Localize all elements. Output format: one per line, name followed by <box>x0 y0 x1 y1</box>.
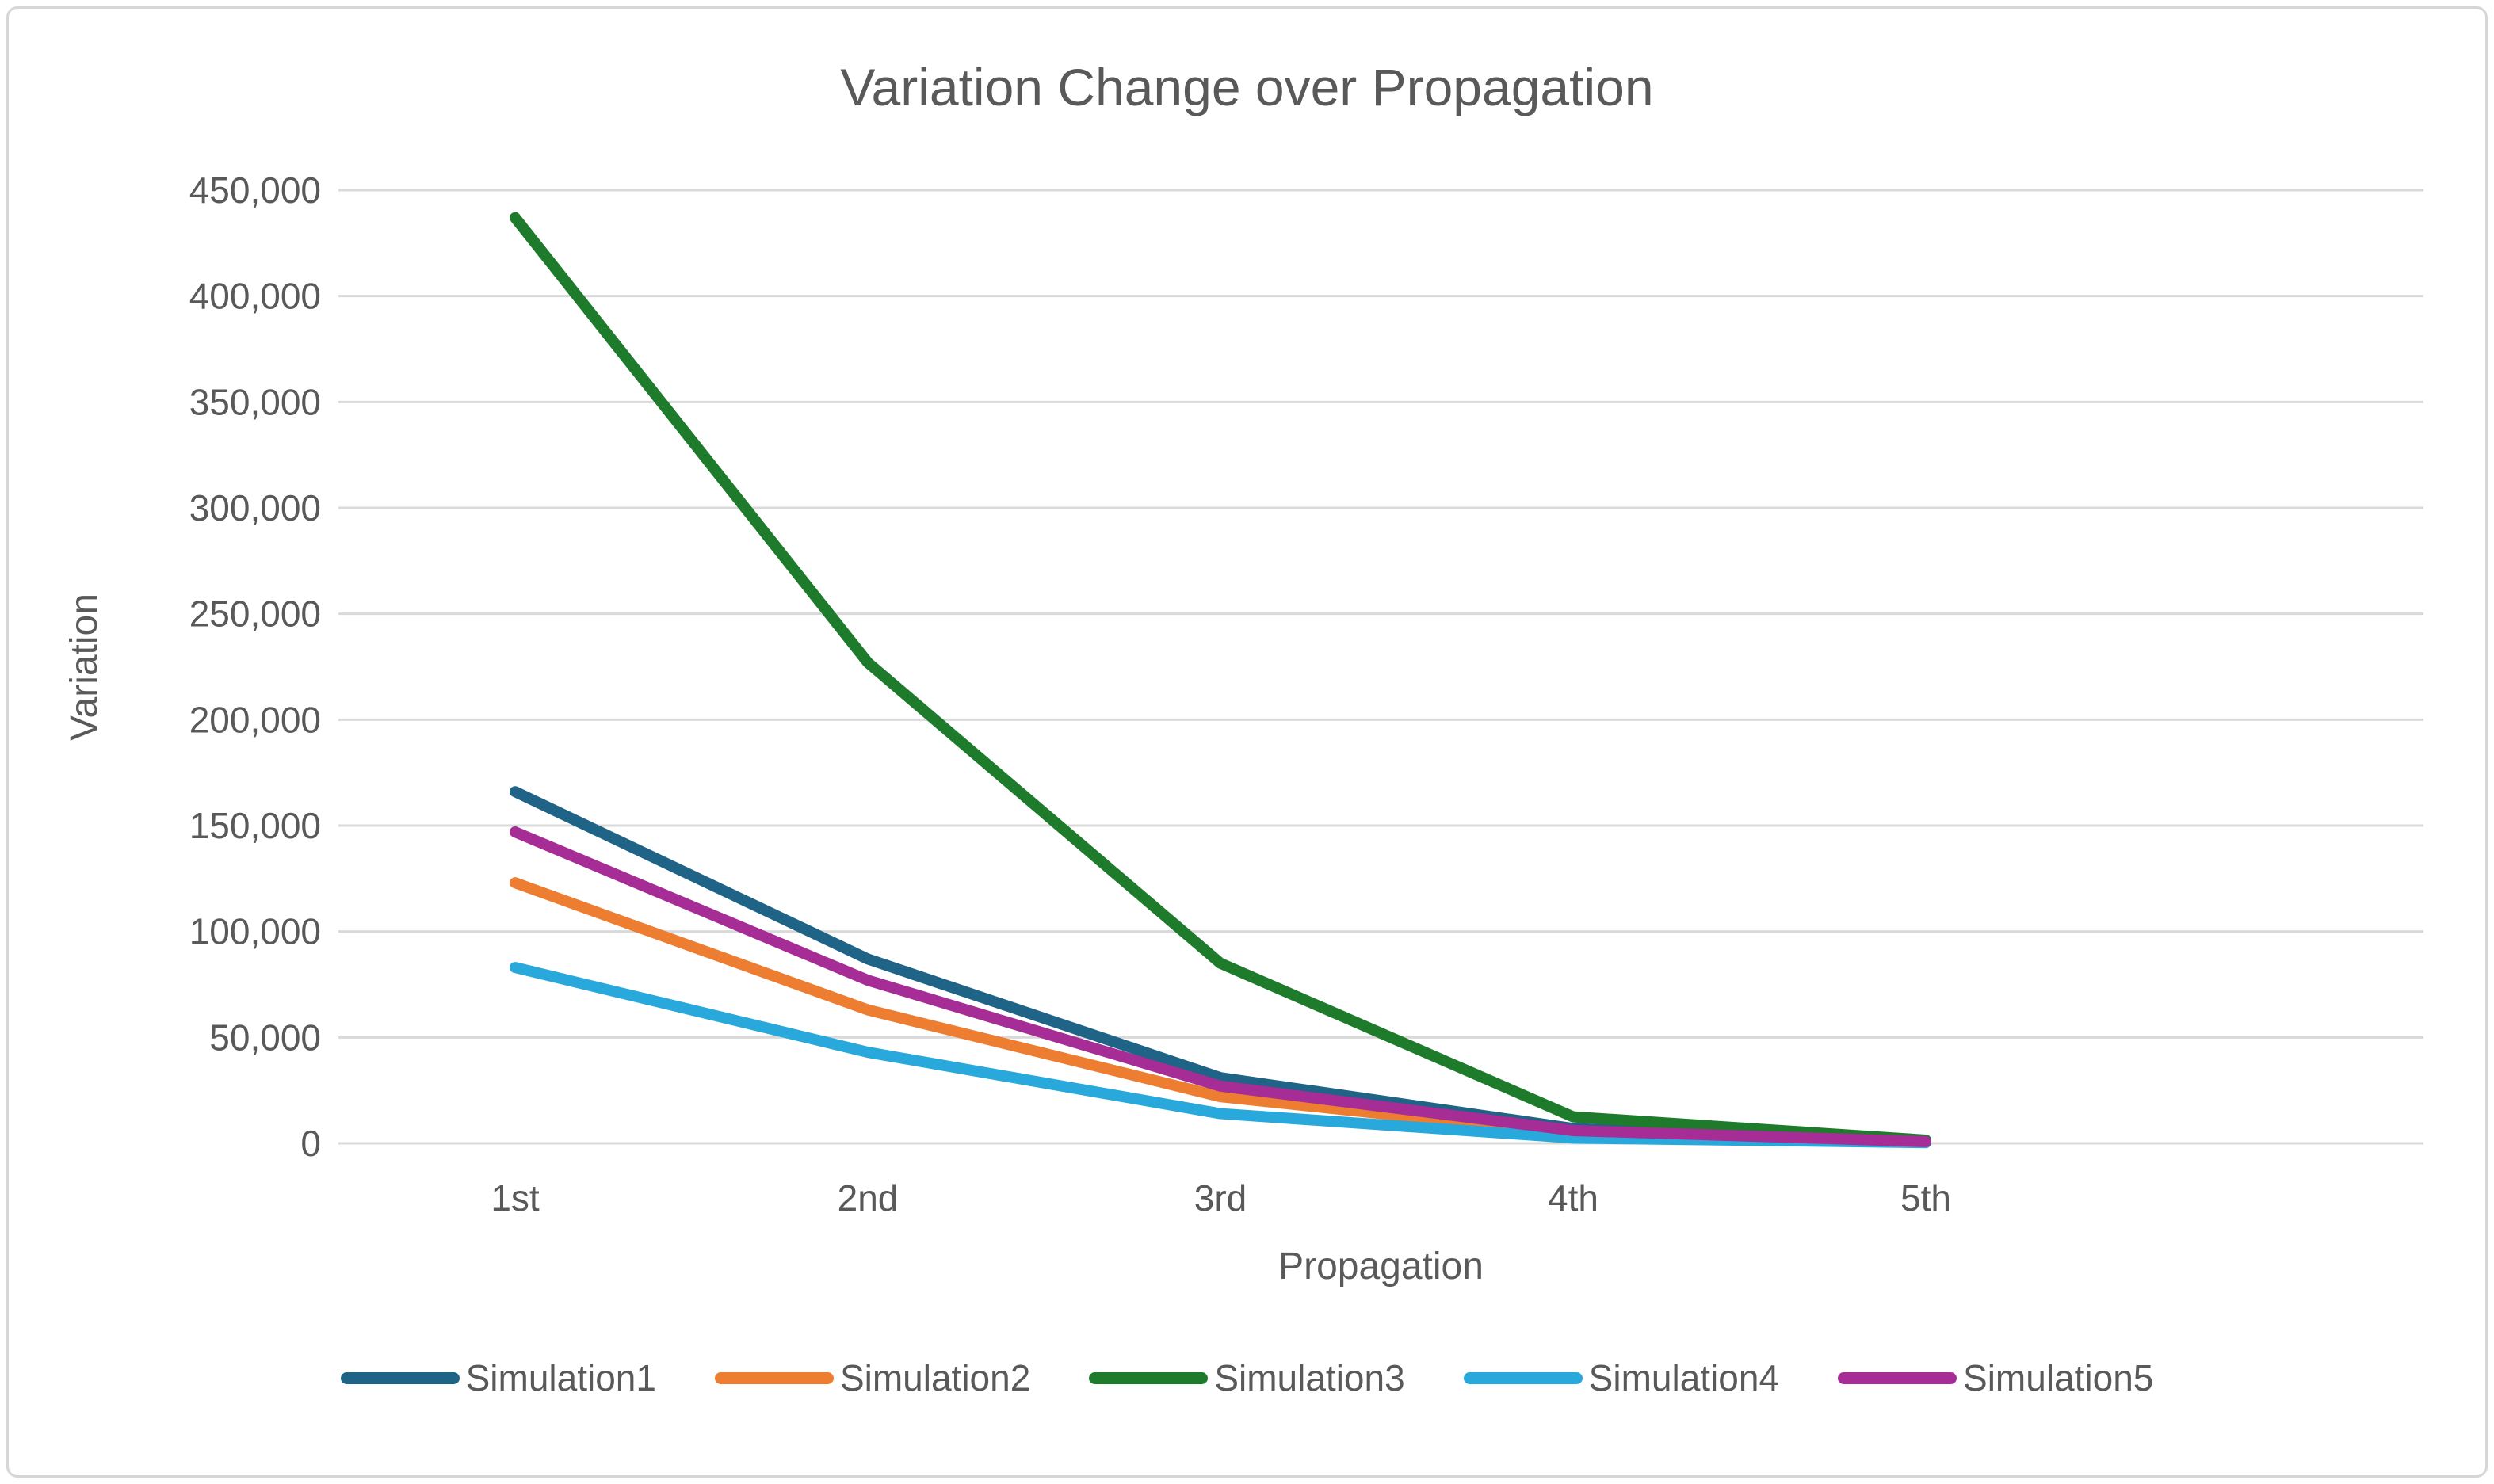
legend-item-simulation4[interactable]: Simulation4 <box>1463 1356 1780 1399</box>
legend-item-simulation5[interactable]: Simulation5 <box>1838 1356 2153 1399</box>
x-tick-label: 5th <box>1900 1177 1951 1219</box>
y-tick-label: 50,000 <box>209 1017 321 1058</box>
legend-swatch-simulation3 <box>1089 1371 1209 1384</box>
y-tick-label: 250,000 <box>189 593 321 635</box>
legend-swatch-simulation2 <box>714 1371 834 1384</box>
series-line-simulation5[interactable] <box>510 826 1931 1147</box>
legend-item-label: Simulation4 <box>1588 1357 1780 1398</box>
x-tick-label: 3rd <box>1194 1177 1247 1219</box>
y-tick-label: 100,000 <box>189 911 321 952</box>
x-tick-label: 4th <box>1548 1177 1598 1219</box>
x-tick-label: 2nd <box>838 1177 899 1219</box>
x-tick-label: 1st <box>491 1177 540 1219</box>
legend-item-label: Simulation1 <box>465 1357 656 1398</box>
legend-swatch-simulation5 <box>1838 1371 1957 1384</box>
legend-swatch-simulation1 <box>340 1371 460 1384</box>
legend-swatch-simulation4 <box>1463 1371 1583 1384</box>
legend-item-simulation1[interactable]: Simulation1 <box>340 1356 656 1399</box>
y-tick-label: 0 <box>300 1123 321 1164</box>
x-axis-title: Propagation <box>1278 1246 1484 1288</box>
legend-item-label: Simulation2 <box>839 1357 1031 1398</box>
y-tick-label: 400,000 <box>189 276 321 317</box>
series-line-simulation4[interactable] <box>510 962 1931 1149</box>
legend-item-simulation2[interactable]: Simulation2 <box>714 1356 1031 1399</box>
legend-item-label: Simulation5 <box>1963 1357 2154 1398</box>
legend: Simulation1 Simulation2 Simulation3 Simulat… <box>0 1356 2494 1399</box>
y-tick-label: 350,000 <box>189 381 321 422</box>
legend-item-simulation3[interactable]: Simulation3 <box>1089 1356 1405 1399</box>
y-tick-label: 450,000 <box>189 170 321 211</box>
y-tick-label: 150,000 <box>189 805 321 846</box>
y-tick-label: 300,000 <box>189 487 321 528</box>
series-line-simulation3[interactable] <box>510 212 1931 1146</box>
y-axis-title: Variation <box>63 593 105 741</box>
y-tick-label: 200,000 <box>189 699 321 740</box>
chart-title: Variation Change over Propagation <box>840 58 1654 116</box>
chart-frame <box>6 6 2488 1478</box>
legend-item-label: Simulation3 <box>1214 1357 1405 1398</box>
